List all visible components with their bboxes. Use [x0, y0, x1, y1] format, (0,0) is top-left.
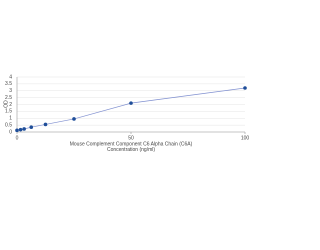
- y-tick-label: 2.5: [5, 95, 12, 101]
- y-tick-label: 0: [9, 129, 12, 135]
- series-line: [16, 87, 246, 131]
- y-tick-label: 1: [9, 116, 12, 122]
- data-point: [29, 125, 34, 129]
- x-axis-title: Concentration (ng/ml): [107, 147, 155, 153]
- y-tick-label: 2: [9, 102, 12, 108]
- y-tick-label: 1.5: [5, 109, 12, 115]
- x-tick-label: 50: [128, 135, 134, 141]
- data-point: [22, 127, 26, 131]
- x-tick-label: 100: [241, 135, 250, 141]
- x-tick-label: 0: [16, 135, 19, 141]
- y-tick-label: 3.5: [5, 81, 12, 87]
- y-tick-label: 4: [9, 74, 12, 80]
- data-point: [72, 117, 76, 121]
- x-axis-title: Mouse Complement Component C6 Alpha Chai…: [70, 141, 193, 147]
- y-tick-label: 0.5: [5, 122, 12, 128]
- data-point: [18, 127, 23, 132]
- data-point: [43, 122, 48, 127]
- y-tick-label: 3: [9, 88, 12, 94]
- data-point: [15, 128, 19, 133]
- chart: OD Mouse Complement Component C6 Alpha C…: [3, 74, 250, 153]
- data-point: [243, 86, 247, 90]
- data-point: [129, 101, 133, 105]
- y-axis-title: OD: [3, 100, 9, 108]
